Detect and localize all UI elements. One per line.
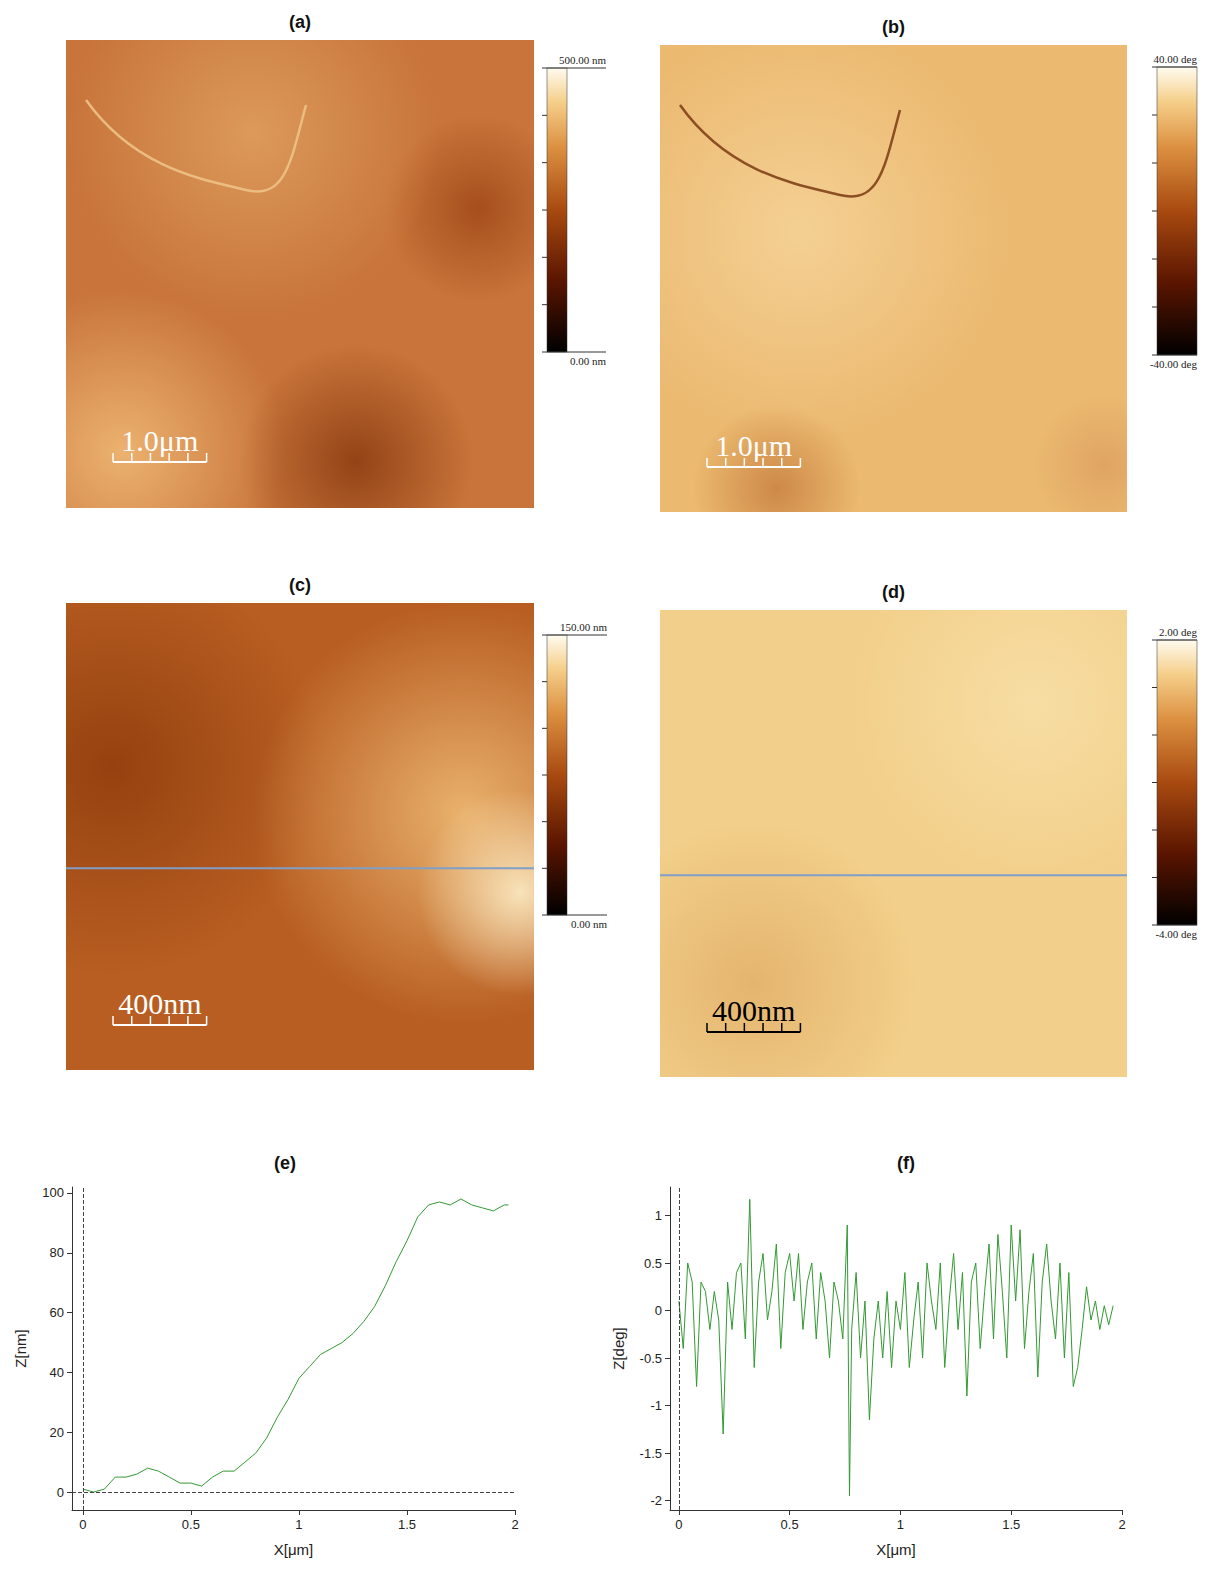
svg-text:0.5: 0.5 bbox=[781, 1517, 799, 1532]
svg-text:1.0μm: 1.0μm bbox=[121, 424, 198, 457]
svg-text:-1.5: -1.5 bbox=[640, 1446, 662, 1461]
svg-text:(b): (b) bbox=[882, 17, 905, 37]
svg-text:2.00 deg: 2.00 deg bbox=[1159, 626, 1197, 638]
svg-text:0: 0 bbox=[79, 1517, 86, 1532]
svg-text:0.00 nm: 0.00 nm bbox=[571, 918, 608, 930]
svg-text:-2: -2 bbox=[650, 1493, 662, 1508]
svg-text:1: 1 bbox=[897, 1517, 904, 1532]
svg-text:0: 0 bbox=[675, 1517, 682, 1532]
svg-text:2: 2 bbox=[511, 1517, 518, 1532]
svg-text:400nm: 400nm bbox=[712, 994, 795, 1027]
svg-text:X[μm]: X[μm] bbox=[876, 1541, 915, 1558]
svg-text:500.00 nm: 500.00 nm bbox=[559, 54, 607, 66]
svg-text:Z[nm]: Z[nm] bbox=[12, 1329, 29, 1367]
svg-text:400nm: 400nm bbox=[118, 987, 201, 1020]
svg-text:0.5: 0.5 bbox=[644, 1256, 662, 1271]
svg-text:1: 1 bbox=[655, 1208, 662, 1223]
svg-text:0.5: 0.5 bbox=[182, 1517, 200, 1532]
svg-text:40: 40 bbox=[50, 1365, 64, 1380]
svg-text:X[μm]: X[μm] bbox=[274, 1541, 313, 1558]
svg-text:(a): (a) bbox=[289, 12, 311, 32]
svg-text:(e): (e) bbox=[274, 1153, 296, 1173]
svg-text:(f): (f) bbox=[897, 1153, 915, 1173]
svg-text:1.0μm: 1.0μm bbox=[715, 429, 792, 462]
svg-text:100: 100 bbox=[42, 1185, 64, 1200]
svg-text:(c): (c) bbox=[289, 575, 311, 595]
svg-text:-0.5: -0.5 bbox=[640, 1351, 662, 1366]
svg-text:80: 80 bbox=[50, 1245, 64, 1260]
svg-text:150.00 nm: 150.00 nm bbox=[560, 621, 608, 633]
svg-text:2: 2 bbox=[1118, 1517, 1125, 1532]
svg-text:1.5: 1.5 bbox=[398, 1517, 416, 1532]
svg-text:0.00 nm: 0.00 nm bbox=[570, 355, 607, 367]
svg-text:0: 0 bbox=[655, 1303, 662, 1318]
svg-text:-40.00 deg: -40.00 deg bbox=[1150, 358, 1198, 370]
svg-text:40.00 deg: 40.00 deg bbox=[1154, 53, 1198, 65]
svg-text:(d): (d) bbox=[882, 582, 905, 602]
svg-text:-4.00 deg: -4.00 deg bbox=[1155, 928, 1197, 940]
svg-text:1: 1 bbox=[295, 1517, 302, 1532]
svg-text:60: 60 bbox=[50, 1305, 64, 1320]
svg-text:0: 0 bbox=[57, 1485, 64, 1500]
svg-text:Z[deg]: Z[deg] bbox=[610, 1327, 627, 1370]
svg-text:20: 20 bbox=[50, 1425, 64, 1440]
svg-text:-1: -1 bbox=[650, 1398, 662, 1413]
svg-text:1.5: 1.5 bbox=[1002, 1517, 1020, 1532]
